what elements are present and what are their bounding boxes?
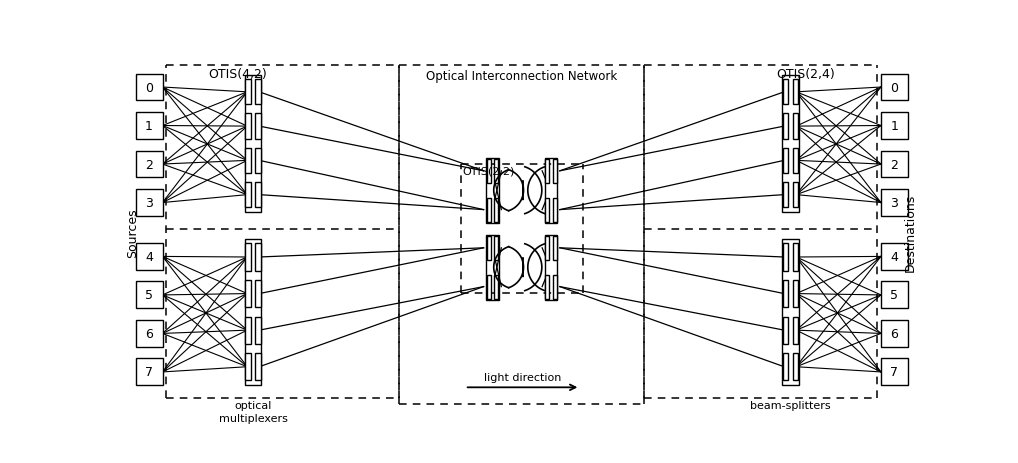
Bar (256, 148, 261, 174)
Text: 0: 0 (891, 81, 899, 94)
Bar (546, 160, 550, 183)
Bar (881, 151, 908, 178)
Bar (553, 160, 557, 183)
Text: 6: 6 (146, 327, 153, 340)
Bar (256, 281, 261, 307)
Bar (881, 359, 908, 386)
Bar (256, 317, 261, 344)
Bar (553, 275, 557, 299)
Bar (783, 148, 788, 174)
Text: optical
multiplexers: optical multiplexers (219, 400, 287, 423)
Bar (256, 182, 261, 208)
Bar (245, 148, 250, 174)
Text: beam-splitters: beam-splitters (750, 400, 831, 411)
Bar (881, 282, 908, 309)
Bar (135, 282, 163, 309)
Bar (546, 275, 550, 299)
Bar (793, 182, 798, 208)
Bar (793, 148, 798, 174)
Text: Sources: Sources (126, 207, 139, 257)
Text: 3: 3 (146, 197, 153, 210)
Bar (245, 80, 250, 105)
Text: 1: 1 (146, 120, 153, 133)
Bar (245, 114, 250, 139)
Bar (553, 237, 557, 260)
Bar (256, 353, 261, 381)
Bar (545, 235, 557, 300)
Bar (245, 244, 250, 271)
Bar (546, 198, 550, 222)
Bar (793, 114, 798, 139)
Bar (245, 353, 250, 381)
Bar (783, 317, 788, 344)
Text: 7: 7 (145, 366, 153, 379)
Bar (256, 244, 261, 271)
Bar (244, 239, 262, 385)
Text: OTIS(2,2): OTIS(2,2) (462, 166, 515, 176)
Bar (545, 158, 557, 223)
Text: OTIS(4,2): OTIS(4,2) (209, 68, 267, 81)
Bar (783, 353, 788, 381)
Text: 6: 6 (891, 327, 898, 340)
Bar (135, 151, 163, 178)
Bar (793, 317, 798, 344)
Text: 7: 7 (891, 366, 899, 379)
Bar (487, 235, 499, 300)
Text: Optical Interconnection Network: Optical Interconnection Network (427, 70, 617, 83)
Bar (135, 113, 163, 140)
Bar (783, 182, 788, 208)
Bar (487, 237, 491, 260)
Bar (487, 275, 491, 299)
Bar (245, 281, 250, 307)
Bar (245, 182, 250, 208)
Bar (793, 353, 798, 381)
Text: 2: 2 (146, 158, 153, 171)
Bar (135, 244, 163, 270)
Bar (135, 190, 163, 217)
Bar (793, 281, 798, 307)
Bar (881, 75, 908, 101)
Bar (256, 80, 261, 105)
Bar (244, 75, 262, 213)
Bar (256, 114, 261, 139)
Bar (494, 198, 498, 222)
Bar (494, 160, 498, 183)
Bar (793, 80, 798, 105)
Bar (546, 237, 550, 260)
Bar (494, 275, 498, 299)
Bar (135, 320, 163, 347)
Text: OTIS(2,4): OTIS(2,4) (777, 68, 835, 81)
Bar (487, 158, 499, 223)
Text: 3: 3 (891, 197, 898, 210)
Bar (881, 244, 908, 270)
Bar (135, 359, 163, 386)
Text: light direction: light direction (484, 372, 561, 382)
Bar (881, 113, 908, 140)
Text: 4: 4 (146, 250, 153, 263)
Bar (782, 75, 799, 213)
Text: 2: 2 (891, 158, 898, 171)
Bar (793, 244, 798, 271)
Text: 4: 4 (891, 250, 898, 263)
Bar (494, 237, 498, 260)
Bar (487, 160, 491, 183)
Bar (782, 239, 799, 385)
Bar (135, 75, 163, 101)
Bar (881, 320, 908, 347)
Bar (783, 80, 788, 105)
Text: 1: 1 (891, 120, 898, 133)
Bar (783, 114, 788, 139)
Text: Destinations: Destinations (904, 193, 917, 271)
Bar (783, 244, 788, 271)
Text: 0: 0 (145, 81, 153, 94)
Bar (245, 317, 250, 344)
Text: 5: 5 (891, 289, 899, 302)
Bar (553, 198, 557, 222)
Bar (487, 198, 491, 222)
Bar (783, 281, 788, 307)
Bar (881, 190, 908, 217)
Text: 5: 5 (145, 289, 153, 302)
